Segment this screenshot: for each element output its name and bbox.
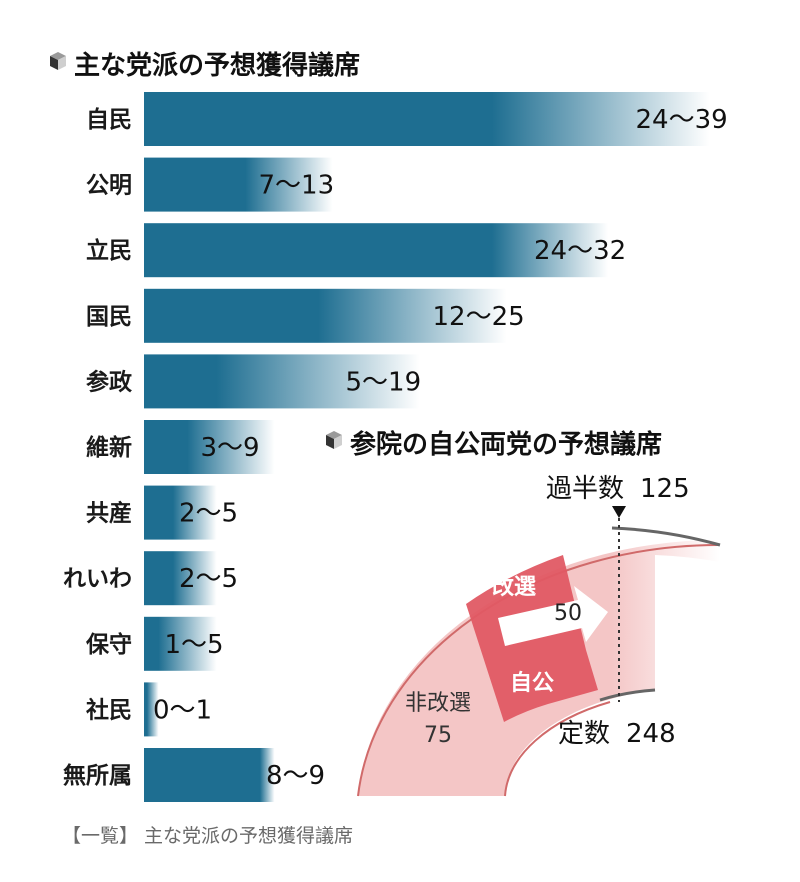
value-label: 2〜5 xyxy=(179,499,238,529)
ruling-label: 自公 xyxy=(510,670,554,696)
outer-arc-shadow xyxy=(611,526,721,547)
category-label: 自民 xyxy=(86,106,132,133)
category-label: 無所属 xyxy=(63,763,132,789)
value-label: 5〜19 xyxy=(346,367,422,397)
majority-value: 125 xyxy=(640,474,690,504)
bar-6 xyxy=(144,420,275,474)
value-label: 2〜5 xyxy=(179,564,238,594)
bar-4 xyxy=(144,288,507,343)
bar-11 xyxy=(144,748,275,802)
inset-chart-title: 参院の自公両党の予想議席 xyxy=(350,429,662,460)
inner-arc-shadow xyxy=(599,688,656,702)
inset-chart: 参院の自公両党の予想議席 改選 50 自公 非改選 75 過半数 125 定数 xyxy=(326,429,721,797)
arrow-value-label: 50 xyxy=(554,601,582,626)
bar-1 xyxy=(144,92,710,146)
non-contested-label: 非改選 xyxy=(405,691,471,716)
bar-9 xyxy=(144,616,217,671)
value-label: 24〜39 xyxy=(636,105,728,135)
bar-3 xyxy=(144,223,608,278)
main-title-group: 主な党派の予想獲得議席 xyxy=(50,50,360,81)
figure-caption: 【一覧】 主な党派の予想獲得議席 xyxy=(62,825,353,847)
value-label: 7〜13 xyxy=(259,171,335,201)
majority-label: 過半数 xyxy=(546,474,624,504)
category-label: 国民 xyxy=(86,304,132,330)
majority-marker xyxy=(612,506,626,518)
value-label: 0〜1 xyxy=(153,695,212,725)
total-value: 248 xyxy=(626,719,676,749)
bar-8 xyxy=(144,551,217,606)
category-label: 共産 xyxy=(86,500,132,527)
contested-label: 改選 xyxy=(492,574,536,600)
category-label: 参政 xyxy=(86,368,133,395)
value-label: 3〜9 xyxy=(201,433,260,463)
non-contested-value: 75 xyxy=(424,723,452,748)
category-label: れいわ xyxy=(63,566,132,592)
category-label: 維新 xyxy=(86,434,132,461)
bar-2 xyxy=(144,157,333,212)
category-label: 保守 xyxy=(85,631,132,658)
category-label: 立民 xyxy=(86,237,132,264)
category-label: 社民 xyxy=(86,696,132,723)
bar-series: 自民 24〜39 公明 7〜13 立民 24〜32 国民 12〜25 参政 5〜19 維新 3〜9 共産… xyxy=(63,92,728,802)
value-label: 1〜5 xyxy=(165,630,224,660)
value-label: 12〜25 xyxy=(433,302,525,332)
cube-icon xyxy=(50,52,66,70)
seat-arrow xyxy=(498,586,608,646)
cube-icon xyxy=(326,431,342,449)
value-label: 8〜9 xyxy=(266,761,325,791)
bar-7 xyxy=(144,485,217,540)
bar-5 xyxy=(144,354,420,409)
total-label: 定数 xyxy=(558,719,610,749)
bar-10 xyxy=(144,682,159,737)
main-chart-title: 主な党派の予想獲得議席 xyxy=(74,50,360,81)
value-label: 24〜32 xyxy=(534,236,626,266)
inner-arc-line xyxy=(504,701,611,797)
category-label: 公明 xyxy=(86,173,132,199)
